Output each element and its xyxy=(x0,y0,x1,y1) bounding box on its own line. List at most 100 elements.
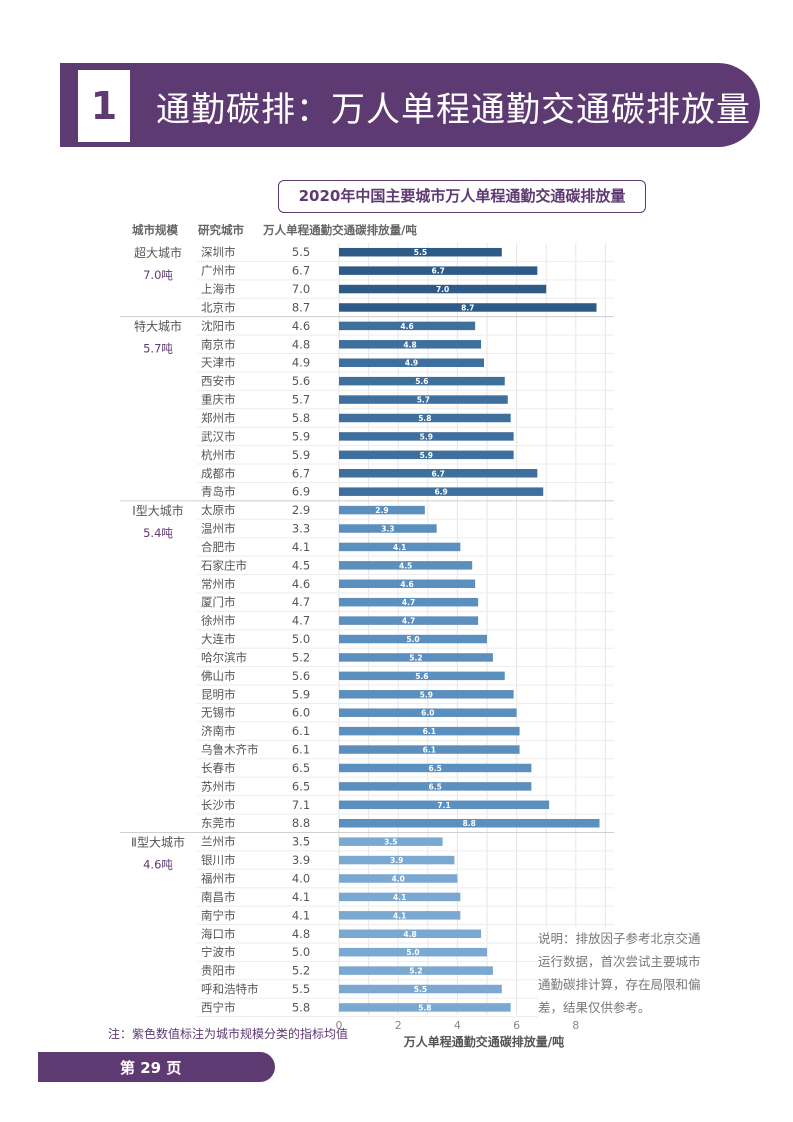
city-label: 杭州市 xyxy=(201,448,236,462)
bar xyxy=(339,708,517,717)
bar xyxy=(339,911,461,920)
value-label: 6.0 xyxy=(292,706,310,720)
value-label: 4.1 xyxy=(292,890,310,904)
bar xyxy=(339,984,502,994)
value-label: 5.6 xyxy=(292,669,310,683)
page-number-band xyxy=(38,1052,275,1082)
bar xyxy=(339,376,505,386)
value-label: 5.5 xyxy=(292,245,310,259)
bar-data-label: 7.1 xyxy=(437,801,450,810)
bar-data-label: 6.0 xyxy=(421,709,434,718)
value-label: 5.0 xyxy=(292,945,310,959)
bar-data-label: 4.5 xyxy=(399,561,412,570)
bar xyxy=(339,561,473,570)
bar xyxy=(339,303,597,312)
column-header: 研究城市 xyxy=(198,223,244,237)
bar-data-label: 4.6 xyxy=(400,322,413,331)
bar xyxy=(339,874,458,883)
bar xyxy=(339,726,520,736)
bar xyxy=(339,340,482,349)
value-label: 6.5 xyxy=(292,761,310,775)
city-label: 武汉市 xyxy=(201,429,236,443)
city-label: 天津市 xyxy=(201,356,236,370)
bar-data-label: 6.9 xyxy=(434,488,447,497)
bar xyxy=(339,892,461,902)
city-label: 徐州市 xyxy=(201,614,236,628)
bar-data-label: 6.7 xyxy=(432,267,445,276)
value-label: 4.6 xyxy=(292,577,310,591)
bar-data-label: 8.7 xyxy=(461,303,474,312)
value-label: 5.9 xyxy=(292,448,310,462)
bar-data-label: 5.9 xyxy=(420,432,433,441)
bar-data-label: 4.9 xyxy=(405,359,418,368)
bar xyxy=(339,966,493,975)
bar xyxy=(339,358,485,367)
city-label: 乌鲁木齐市 xyxy=(201,743,259,757)
bar-data-label: 5.0 xyxy=(406,948,419,957)
bar xyxy=(339,469,538,478)
value-label: 8.7 xyxy=(292,300,310,314)
bar xyxy=(339,524,437,533)
bar xyxy=(339,800,550,810)
bar-data-label: 4.8 xyxy=(403,340,416,349)
bar-data-label: 5.2 xyxy=(409,653,422,662)
section-number: 1 xyxy=(78,70,130,142)
bar-data-label: 5.8 xyxy=(418,414,431,423)
bar xyxy=(339,782,532,791)
city-label: 无锡市 xyxy=(201,706,236,720)
city-label: 长沙市 xyxy=(201,798,236,812)
city-label: 佛山市 xyxy=(201,669,236,683)
bar xyxy=(339,266,538,275)
city-label: 哈尔滨市 xyxy=(201,650,247,664)
city-label: 郑州市 xyxy=(201,411,236,425)
bar-data-label: 5.0 xyxy=(406,635,419,644)
city-label: 广州市 xyxy=(201,264,236,278)
city-label: 成都市 xyxy=(201,466,236,480)
bar-data-label: 6.1 xyxy=(423,746,436,755)
value-label: 5.9 xyxy=(292,687,310,701)
x-tick-label: 6 xyxy=(513,1019,520,1032)
value-label: 4.6 xyxy=(292,319,310,333)
city-label: 上海市 xyxy=(201,282,236,296)
city-label: 贵阳市 xyxy=(201,964,236,978)
city-label: 海口市 xyxy=(201,927,236,941)
bar-data-label: 6.7 xyxy=(432,469,445,478)
bar-data-label: 7.0 xyxy=(436,285,449,294)
bar xyxy=(339,1003,511,1012)
bar xyxy=(339,653,493,662)
bar-data-label: 3.9 xyxy=(390,856,403,865)
bar xyxy=(339,763,532,773)
city-label: 长春市 xyxy=(201,761,236,775)
bar xyxy=(339,929,482,938)
header-band xyxy=(60,63,760,147)
city-label: 兰州市 xyxy=(201,835,236,849)
value-label: 5.8 xyxy=(292,411,310,425)
group-average: 5.7吨 xyxy=(143,342,173,356)
value-label: 7.0 xyxy=(292,282,310,296)
city-label: 宁波市 xyxy=(201,945,236,959)
bar xyxy=(339,579,476,589)
bar-data-label: 5.6 xyxy=(415,672,428,681)
city-label: 银川市 xyxy=(201,853,236,867)
value-label: 3.9 xyxy=(292,853,310,867)
bar-data-label: 3.5 xyxy=(384,838,397,847)
city-label: 重庆市 xyxy=(201,393,236,407)
city-label: 深圳市 xyxy=(201,245,236,259)
group-average: 4.6吨 xyxy=(143,857,173,871)
bar-data-label: 5.2 xyxy=(409,967,422,976)
bar-data-label: 5.5 xyxy=(414,248,427,257)
chart-title: 2020年中国主要城市万人单程通勤交通碳排放量 xyxy=(278,180,646,213)
bar xyxy=(339,837,443,846)
value-label: 4.7 xyxy=(292,614,310,628)
city-label: 厦门市 xyxy=(201,595,236,609)
city-label: 南京市 xyxy=(201,337,236,351)
bar-data-label: 5.9 xyxy=(420,690,433,699)
x-tick-label: 8 xyxy=(572,1019,579,1032)
value-label: 5.8 xyxy=(292,1000,310,1014)
city-label: 东莞市 xyxy=(201,816,236,830)
value-label: 6.1 xyxy=(292,724,310,738)
bar xyxy=(339,616,479,625)
value-label: 6.1 xyxy=(292,743,310,757)
city-label: 温州市 xyxy=(201,522,236,536)
value-label: 5.2 xyxy=(292,964,310,978)
